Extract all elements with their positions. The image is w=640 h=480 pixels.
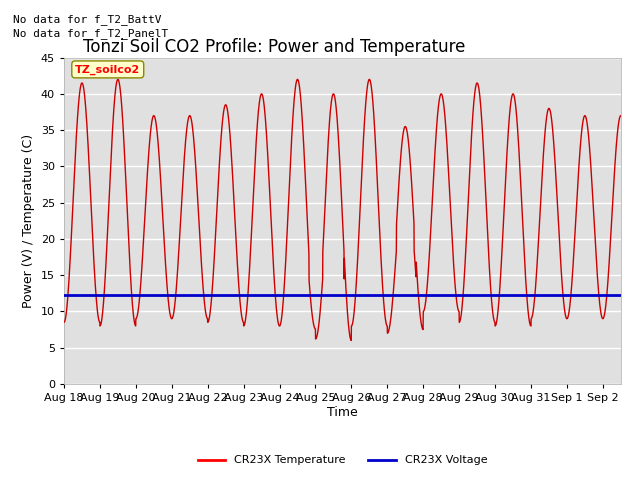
Text: No data for f_T2_BattV: No data for f_T2_BattV (13, 13, 161, 24)
Text: Tonzi Soil CO2 Profile: Power and Temperature: Tonzi Soil CO2 Profile: Power and Temper… (83, 38, 465, 56)
Text: No data for f_T2_PanelT: No data for f_T2_PanelT (13, 28, 168, 39)
Y-axis label: Power (V) / Temperature (C): Power (V) / Temperature (C) (22, 134, 35, 308)
Text: TZ_soilco2: TZ_soilco2 (75, 64, 140, 74)
Legend: CR23X Temperature, CR23X Voltage: CR23X Temperature, CR23X Voltage (193, 451, 492, 470)
X-axis label: Time: Time (327, 406, 358, 419)
